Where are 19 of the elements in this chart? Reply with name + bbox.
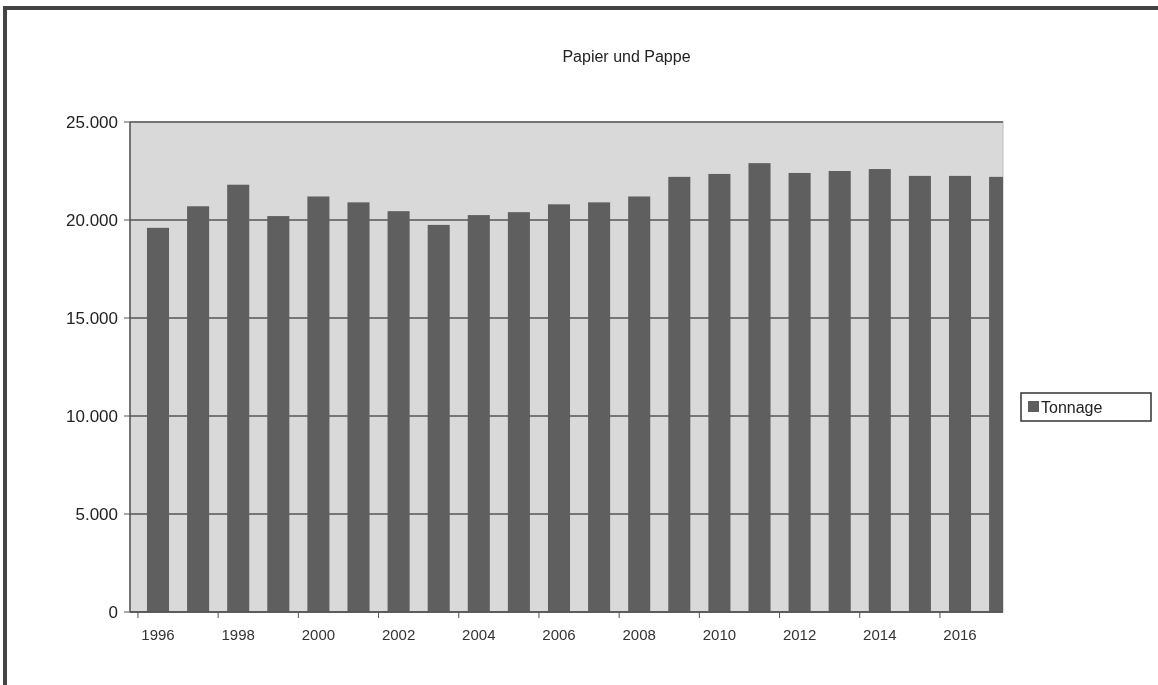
y-tick-label: 20.000 <box>66 210 118 230</box>
x-tick-label: 1996 <box>141 626 175 643</box>
x-tick-label: 2004 <box>462 626 496 643</box>
y-tick-label: 25.000 <box>66 112 118 132</box>
y-tick-label: 10.000 <box>66 406 118 426</box>
x-tick-label: 2010 <box>702 626 737 643</box>
x-tick-label: 2000 <box>301 626 336 643</box>
x-tick-label: 2006 <box>542 626 576 643</box>
x-tick-label: 2014 <box>863 626 897 643</box>
x-tick-label: 2002 <box>381 626 416 643</box>
y-tick-label: 0 <box>108 602 118 622</box>
x-tick-label: 1998 <box>221 626 255 643</box>
chart-title: Papier und Pappe <box>562 48 691 65</box>
y-tick-label: 15.000 <box>66 308 118 328</box>
x-tick-label: 2012 <box>782 626 817 643</box>
x-tick-label: 2008 <box>622 626 656 643</box>
x-tick-label: 2016 <box>943 626 977 643</box>
legend-label: Tonnage <box>1041 398 1103 416</box>
y-tick-label: 5.000 <box>75 504 118 524</box>
